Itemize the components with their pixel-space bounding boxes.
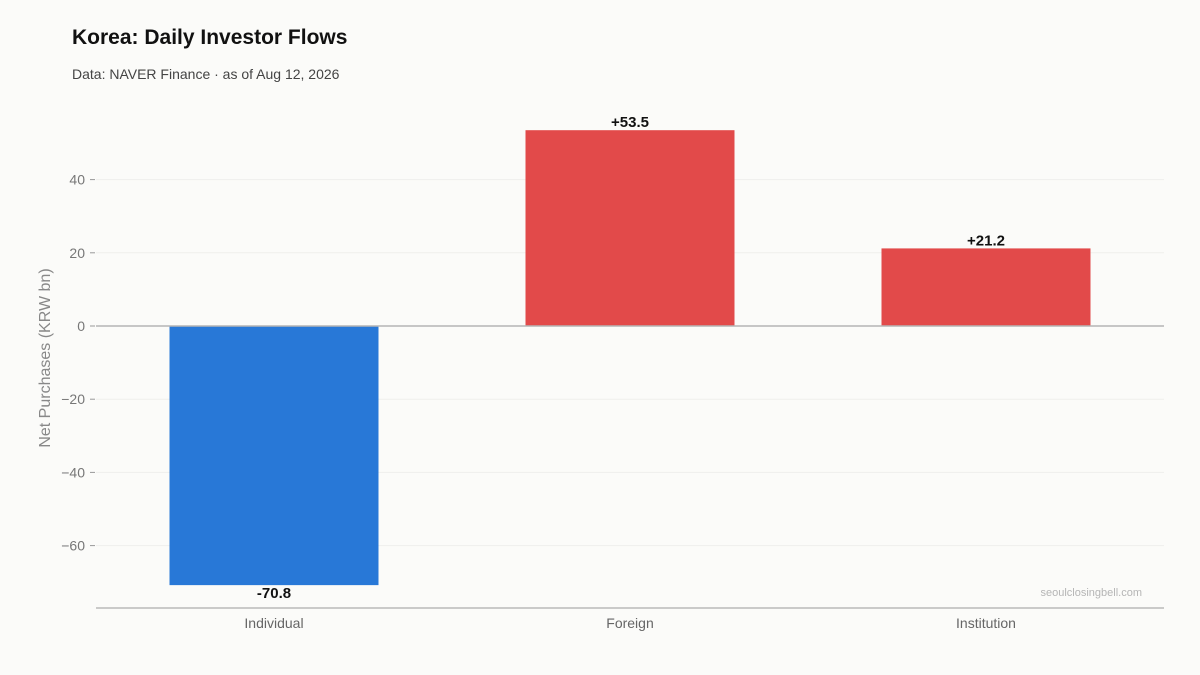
y-tick-label: −60 bbox=[61, 538, 85, 554]
x-tick-label-foreign: Foreign bbox=[606, 615, 653, 631]
value-label-foreign: +53.5 bbox=[611, 114, 649, 131]
bar-individual bbox=[169, 326, 379, 586]
chart-title: Korea: Daily Investor Flows bbox=[72, 26, 348, 49]
x-tick-label-institution: Institution bbox=[956, 615, 1016, 631]
x-tick-label-individual: Individual bbox=[244, 615, 303, 631]
bar-foreign bbox=[525, 130, 735, 326]
axes bbox=[96, 325, 1164, 609]
y-tick-label: −20 bbox=[61, 391, 85, 407]
y-axis-title: Net Purchases (KRW bn) bbox=[37, 268, 54, 447]
y-tick-label: 40 bbox=[69, 172, 85, 188]
watermark: seoulclosingbell.com bbox=[1041, 587, 1143, 599]
y-tick-label: 0 bbox=[77, 318, 85, 334]
bars bbox=[169, 130, 1091, 586]
chart-subtitle: Data: NAVER Finance · as of Aug 12, 2026 bbox=[72, 66, 340, 82]
labels: −60 −40 −20 0 20 40 -70.8 Individual +53.5 Foreig… bbox=[61, 114, 1016, 631]
bar-institution bbox=[881, 248, 1091, 326]
value-label-individual: -70.8 bbox=[257, 585, 291, 602]
value-label-institution: +21.2 bbox=[967, 232, 1005, 249]
y-tick-label: 20 bbox=[69, 245, 85, 261]
y-tick-label: −40 bbox=[61, 464, 85, 480]
